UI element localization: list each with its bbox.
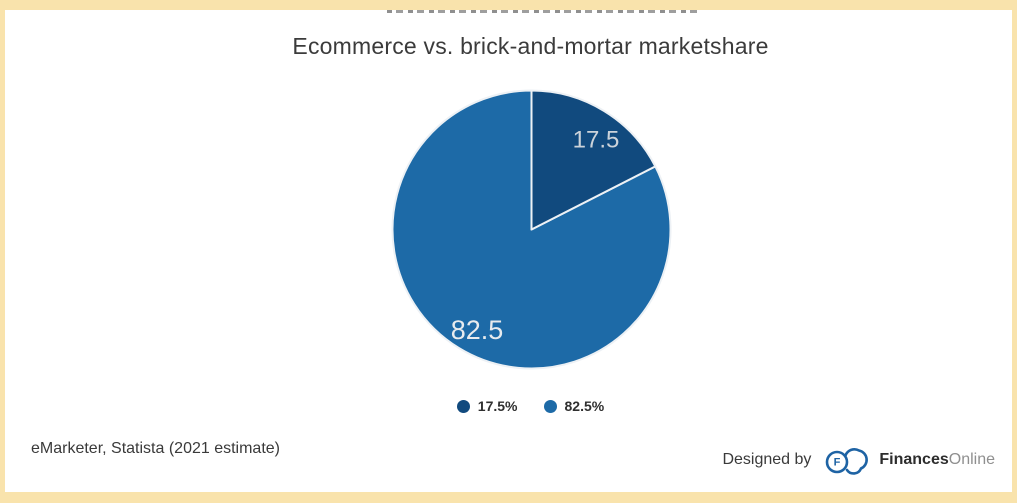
pie-slice-label-ecommerce: 17.5: [573, 127, 620, 154]
source-note: eMarketer, Statista (2021 estimate): [31, 440, 280, 457]
credit-line: Designed by F FinancesOnline: [722, 444, 995, 476]
svg-text:F: F: [834, 457, 841, 469]
pie-chart-svg: 17.5 82.5: [391, 89, 672, 370]
designed-by-label: Designed by: [722, 451, 812, 468]
pie-chart: 17.5 82.5: [390, 88, 673, 371]
pie-slice-ecommerce: [530, 89, 657, 231]
brand-name: FinancesOnline: [879, 451, 995, 469]
pie-slice-label-brick-and-mortar: 82.5: [451, 315, 504, 345]
chart-legend: 17.5% 82.5%: [44, 398, 1017, 414]
legend-label-brick-and-mortar: 82.5%: [564, 398, 605, 414]
legend-dot-ecommerce-icon: [456, 399, 470, 413]
legend-label-ecommerce: 17.5%: [477, 398, 518, 414]
cropped-text-artifact: [387, 10, 701, 13]
financesonline-cloud-logo-icon: F: [826, 448, 869, 475]
legend-item-brick-and-mortar: 82.5%: [543, 398, 605, 414]
brand-name-bold: Finances: [879, 451, 949, 468]
chart-title: Ecommerce vs. brick-and-mortar marketsha…: [292, 33, 769, 59]
legend-item-ecommerce: 17.5%: [456, 398, 518, 414]
brand-name-light: Online: [948, 451, 995, 468]
legend-dot-brick-and-mortar-icon: [543, 399, 557, 413]
